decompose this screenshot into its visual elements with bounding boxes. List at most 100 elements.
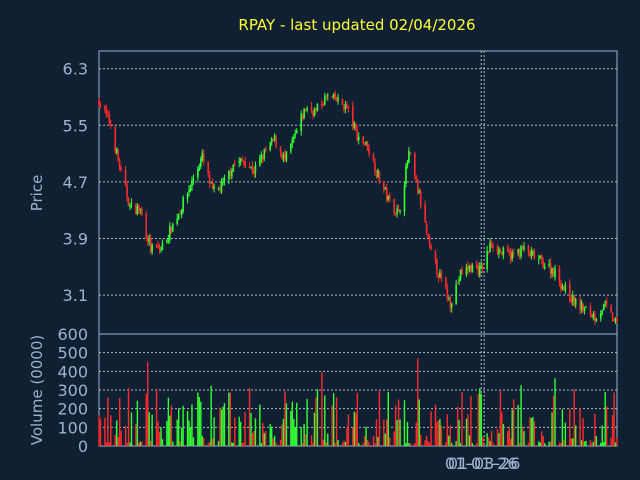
candle-body — [322, 105, 325, 107]
candle-body — [171, 223, 174, 232]
candle-body — [579, 300, 581, 310]
candle-body — [270, 138, 273, 143]
candle-body — [353, 123, 356, 128]
candle-body — [189, 187, 192, 191]
candle-body — [427, 234, 429, 238]
candle-body — [521, 246, 524, 249]
candle-body — [570, 300, 573, 303]
candle-body — [476, 264, 478, 269]
volume-tick-label: 100 — [57, 418, 88, 437]
candle-body — [616, 317, 618, 322]
candle-body — [440, 272, 443, 279]
candle-body — [496, 246, 499, 253]
candle-body — [313, 108, 316, 117]
candle-body — [129, 205, 131, 208]
candle-body — [295, 130, 298, 134]
candle-body — [551, 268, 553, 274]
candle-body — [301, 115, 304, 120]
candle-body — [604, 301, 606, 303]
candle-body — [263, 149, 266, 159]
candle-body — [136, 206, 139, 215]
candle-body — [467, 266, 469, 271]
candle-body — [201, 152, 204, 160]
candle-body — [458, 279, 460, 282]
candle-body — [315, 107, 317, 110]
candle-body — [416, 179, 419, 193]
candle-body — [285, 151, 288, 161]
volume-tick-label: 0 — [78, 437, 88, 456]
candle-body — [465, 266, 468, 275]
candle-body — [323, 95, 326, 105]
candle-body — [409, 152, 412, 155]
candle-body — [477, 266, 480, 275]
candle-body — [383, 181, 385, 189]
price-tick-label: 3.9 — [63, 229, 88, 248]
volume-tick-label: 400 — [57, 362, 88, 381]
candle-body — [549, 263, 552, 274]
candle-body — [222, 181, 224, 184]
candle-body — [126, 185, 128, 198]
candle-body — [459, 269, 462, 279]
candle-body — [378, 171, 381, 182]
candle-body — [530, 250, 533, 256]
candle-body — [341, 98, 344, 105]
candle-body — [151, 244, 153, 252]
candle-body — [170, 227, 173, 234]
candle-body — [337, 97, 339, 101]
candle-body — [599, 313, 602, 319]
candle-body — [232, 164, 235, 172]
candle-body — [316, 103, 319, 112]
candle-body — [118, 160, 121, 170]
candle-body — [197, 169, 199, 178]
candle-body — [508, 250, 511, 253]
candle-body — [403, 184, 406, 212]
volume-axis-label: Volume (0000) — [28, 335, 46, 445]
candle-body — [456, 282, 459, 284]
candle-body — [396, 208, 398, 214]
candle-body — [145, 214, 148, 238]
volume-bars — [98, 358, 618, 446]
candle-body — [532, 251, 534, 253]
candle-body — [177, 213, 180, 219]
candle-body — [135, 203, 137, 215]
candle-body — [356, 129, 359, 142]
candle-body — [552, 268, 555, 276]
candle-body — [436, 260, 438, 274]
candle-body — [210, 182, 212, 184]
candle-body — [326, 95, 329, 97]
candle-body — [511, 252, 514, 259]
candle-body — [571, 295, 574, 302]
x-tick-label: 01-01-26 — [445, 454, 518, 473]
candle-body — [220, 181, 223, 192]
candle-body — [108, 114, 111, 124]
price-candles — [98, 90, 618, 325]
candle-body — [158, 247, 161, 250]
price-y-ticks: 6.3 5.5 4.7 3.9 3.1 — [63, 60, 88, 305]
volume-tick-label: 200 — [57, 400, 88, 419]
candle-body — [468, 265, 471, 270]
candle-body — [594, 313, 596, 321]
candle-body — [179, 212, 181, 214]
candle-body — [332, 93, 335, 98]
candle-body — [523, 246, 525, 250]
candle-body — [253, 171, 255, 175]
candle-body — [269, 143, 271, 151]
candle-body — [272, 139, 274, 141]
candle-body — [149, 238, 152, 252]
candle-body — [481, 266, 484, 270]
candle-body — [279, 146, 282, 153]
candle-body — [374, 161, 376, 173]
candle-body — [455, 284, 457, 305]
candle-body — [533, 250, 536, 259]
candle-body — [275, 136, 277, 147]
candle-body — [384, 187, 387, 189]
candle-body — [117, 150, 119, 161]
candle-body — [105, 109, 108, 114]
candle-body — [251, 165, 254, 173]
candle-body — [294, 133, 297, 136]
candle-body — [542, 260, 545, 269]
candle-body — [343, 105, 345, 110]
candle-body — [580, 301, 583, 310]
volume-tick-label: 300 — [57, 381, 88, 400]
